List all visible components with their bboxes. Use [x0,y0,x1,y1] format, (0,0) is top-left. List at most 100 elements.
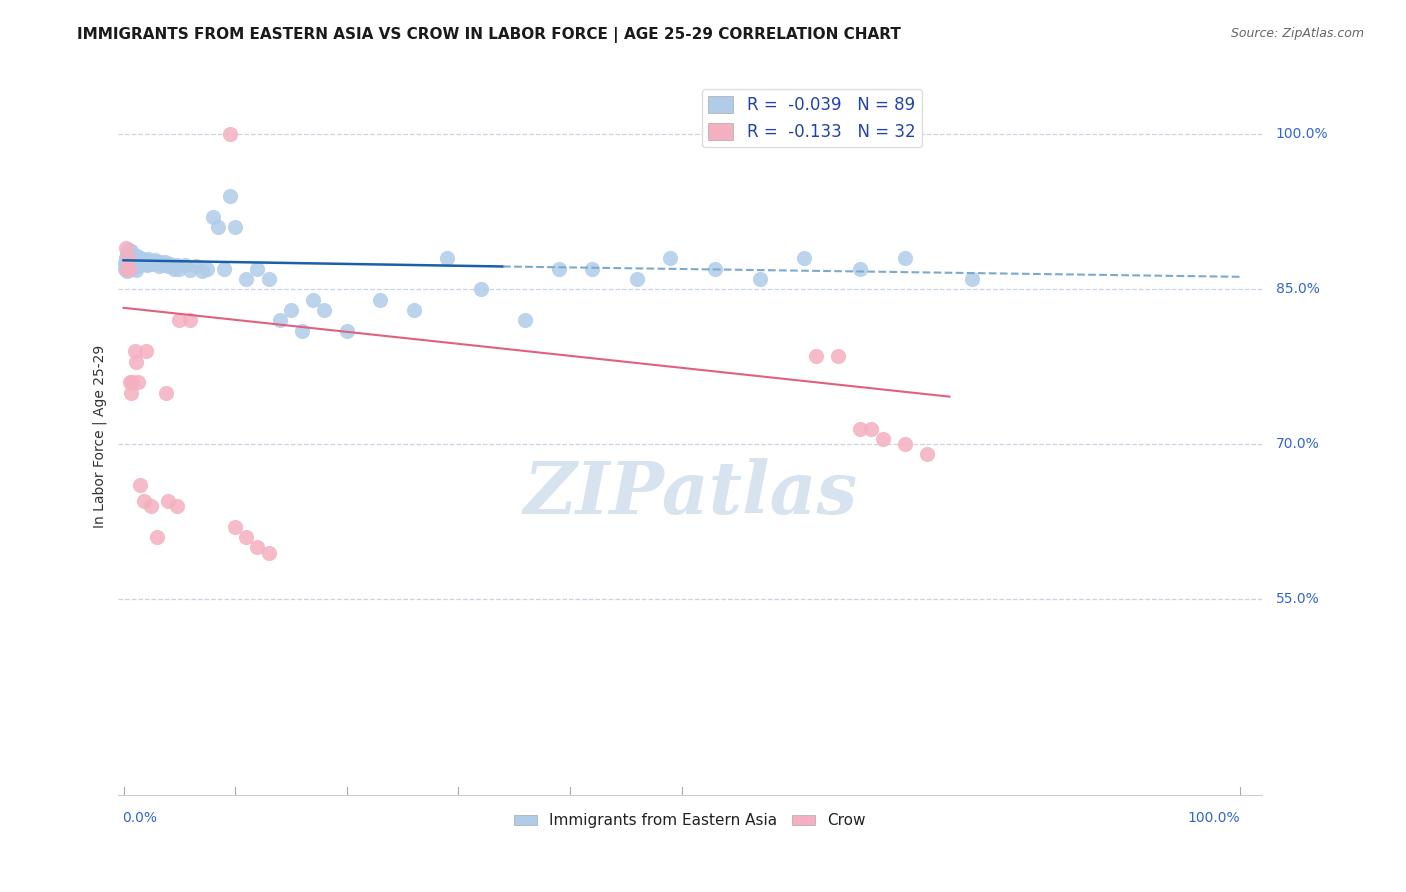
Point [115,261,138,276]
Point [136,259,159,273]
Point [120,375,142,389]
Point [184,260,207,274]
Point [120,247,142,261]
Point [138,257,160,271]
Point [132,494,155,508]
Point [157,260,180,274]
Point [894,251,917,265]
Point [118,252,141,267]
Point [470,282,492,296]
Point [257,546,280,560]
Point [872,432,894,446]
Point [125,262,148,277]
Point [118,260,141,274]
Point [135,344,157,359]
Point [149,255,172,269]
Point [121,257,143,271]
Point [129,251,152,265]
Point [118,243,141,257]
Point [141,257,163,271]
Point [114,260,136,274]
Point [166,259,188,273]
Point [827,350,849,364]
Point [314,302,336,317]
Point [142,255,165,269]
Point [115,246,138,260]
Point [120,253,142,268]
Point [169,261,191,276]
Point [124,251,146,265]
Point [120,261,142,276]
Point [960,272,983,286]
Point [125,249,148,263]
Text: IMMIGRANTS FROM EASTERN ASIA VS CROW IN LABOR FORCE | AGE 25-29 CORRELATION CHAR: IMMIGRANTS FROM EASTERN ASIA VS CROW IN … [77,27,901,43]
Point [179,313,201,327]
Point [146,530,169,544]
Point [246,541,269,555]
Point [148,260,170,274]
Point [131,255,153,269]
Point [224,220,246,235]
Point [114,256,136,270]
Point [860,422,883,436]
Point [114,261,136,276]
Point [128,255,150,269]
Point [127,252,149,267]
Point [141,499,163,513]
Point [114,251,136,265]
Point [115,263,138,277]
Point [139,254,162,268]
Point [515,313,537,327]
Point [626,272,648,286]
Point [121,249,143,263]
Y-axis label: In Labor Force | Age 25-29: In Labor Force | Age 25-29 [93,345,107,528]
Point [166,499,188,513]
Point [129,257,152,271]
Point [179,262,201,277]
Point [117,249,139,263]
Point [131,252,153,267]
Point [153,255,176,269]
Point [748,272,770,286]
Point [125,255,148,269]
Point [336,324,359,338]
Point [291,324,314,338]
Point [894,437,917,451]
Point [121,375,143,389]
Point [402,302,425,317]
Text: 85.0%: 85.0% [1275,282,1320,296]
Point [117,255,139,269]
Point [127,259,149,273]
Point [218,128,240,142]
Point [280,302,302,317]
Point [793,251,815,265]
Point [195,261,218,276]
Text: 0.0%: 0.0% [122,811,157,825]
Point [207,220,229,235]
Point [190,263,212,277]
Point [218,189,240,203]
Text: 100.0%: 100.0% [1187,811,1240,825]
Point [122,260,145,274]
Point [159,257,181,271]
Point [127,375,149,389]
Point [224,520,246,534]
Point [122,252,145,267]
Point [115,255,138,269]
Point [118,261,141,276]
Text: 100.0%: 100.0% [1275,128,1329,141]
Point [915,448,938,462]
Point [146,256,169,270]
Text: ZIPatlas: ZIPatlas [523,458,858,529]
Point [201,210,224,224]
Text: Source: ZipAtlas.com: Source: ZipAtlas.com [1230,27,1364,40]
Point [235,272,257,286]
Point [117,251,139,265]
Point [174,259,197,273]
Point [212,261,235,276]
Point [235,530,257,544]
Point [135,255,157,269]
Point [125,354,148,368]
Point [436,251,458,265]
Point [157,494,180,508]
